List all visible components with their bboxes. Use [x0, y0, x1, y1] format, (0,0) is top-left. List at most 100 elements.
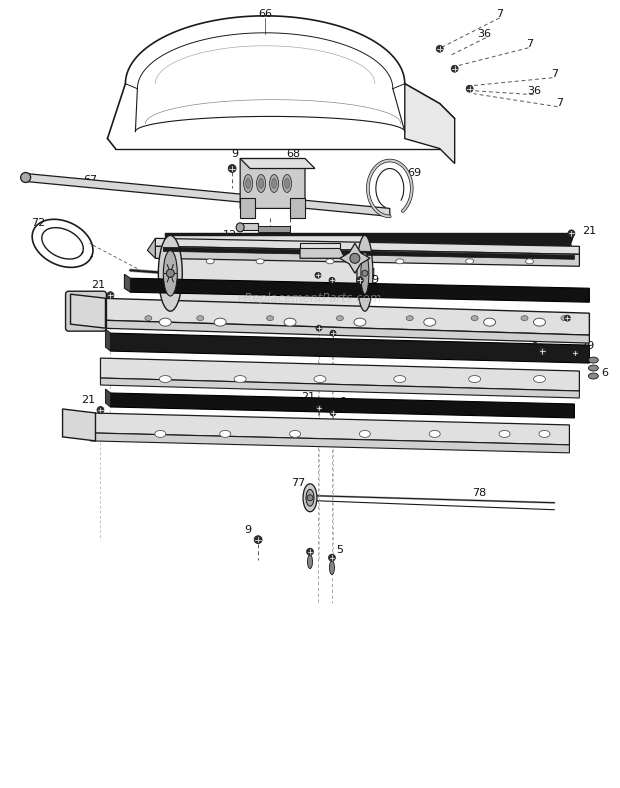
Ellipse shape [285, 179, 290, 188]
Circle shape [228, 165, 236, 173]
Ellipse shape [361, 252, 369, 294]
Circle shape [539, 348, 546, 355]
Polygon shape [240, 223, 258, 230]
Polygon shape [91, 433, 569, 453]
Ellipse shape [314, 376, 326, 382]
Polygon shape [130, 278, 590, 303]
Ellipse shape [471, 316, 478, 321]
Ellipse shape [396, 258, 404, 264]
Text: 9: 9 [339, 264, 345, 274]
Text: 7: 7 [551, 69, 558, 79]
Text: 21: 21 [81, 395, 95, 405]
Polygon shape [290, 199, 305, 218]
Text: 21: 21 [582, 226, 596, 236]
Ellipse shape [469, 376, 481, 382]
Polygon shape [110, 333, 590, 363]
Circle shape [107, 292, 114, 299]
Ellipse shape [197, 316, 204, 321]
Ellipse shape [588, 357, 598, 363]
Polygon shape [405, 84, 454, 164]
Polygon shape [170, 236, 365, 311]
Circle shape [572, 350, 578, 356]
Ellipse shape [206, 258, 215, 264]
Ellipse shape [306, 489, 314, 506]
Polygon shape [340, 243, 370, 273]
Polygon shape [105, 329, 110, 351]
Ellipse shape [303, 484, 317, 511]
Ellipse shape [159, 376, 171, 382]
Ellipse shape [337, 316, 343, 321]
Ellipse shape [270, 174, 278, 192]
Circle shape [97, 407, 104, 414]
Polygon shape [300, 248, 345, 258]
Polygon shape [82, 292, 100, 328]
Ellipse shape [234, 376, 246, 382]
Polygon shape [240, 158, 315, 169]
Text: 7: 7 [496, 9, 503, 19]
Ellipse shape [244, 174, 252, 192]
Ellipse shape [521, 316, 528, 321]
Text: 9: 9 [371, 275, 378, 285]
Text: 68: 68 [286, 149, 300, 158]
Ellipse shape [357, 236, 373, 311]
Ellipse shape [354, 318, 366, 326]
FancyBboxPatch shape [66, 292, 107, 331]
Text: 6: 6 [601, 368, 608, 378]
Polygon shape [148, 238, 156, 258]
Polygon shape [125, 274, 130, 292]
Ellipse shape [499, 430, 510, 437]
Polygon shape [300, 243, 340, 248]
Circle shape [307, 495, 313, 500]
Ellipse shape [158, 236, 182, 311]
Polygon shape [156, 247, 580, 266]
Ellipse shape [257, 174, 265, 192]
Polygon shape [258, 226, 290, 232]
Circle shape [306, 548, 314, 555]
Text: 5: 5 [337, 545, 343, 555]
Circle shape [329, 277, 335, 283]
Text: 72: 72 [32, 218, 46, 229]
Ellipse shape [290, 430, 301, 437]
Text: 9: 9 [232, 149, 239, 158]
Ellipse shape [163, 251, 177, 296]
Text: 75: 75 [68, 315, 82, 325]
Polygon shape [25, 173, 390, 217]
Ellipse shape [236, 223, 244, 232]
Text: 21: 21 [301, 392, 315, 402]
Text: 9: 9 [531, 335, 538, 345]
Text: eReplacementParts.com: eReplacementParts.com [238, 292, 382, 305]
Ellipse shape [429, 430, 440, 437]
Ellipse shape [259, 179, 263, 188]
Circle shape [362, 270, 368, 277]
Ellipse shape [588, 373, 598, 379]
Circle shape [451, 65, 458, 72]
Ellipse shape [533, 318, 546, 326]
Ellipse shape [145, 316, 152, 321]
Ellipse shape [406, 316, 414, 321]
Ellipse shape [423, 318, 436, 326]
Circle shape [330, 410, 336, 416]
Ellipse shape [284, 318, 296, 326]
Text: 12: 12 [223, 230, 237, 240]
Circle shape [564, 315, 570, 322]
Ellipse shape [326, 258, 334, 264]
Ellipse shape [215, 318, 226, 326]
Text: 21: 21 [301, 259, 315, 269]
Ellipse shape [159, 318, 171, 326]
Ellipse shape [484, 318, 495, 326]
Text: 78: 78 [472, 488, 487, 498]
Circle shape [254, 536, 262, 544]
Polygon shape [110, 393, 574, 418]
Text: 69: 69 [408, 169, 422, 179]
Text: 21: 21 [91, 281, 105, 290]
Ellipse shape [256, 258, 264, 264]
Circle shape [315, 273, 321, 278]
Polygon shape [91, 413, 569, 445]
Text: 74: 74 [161, 263, 175, 273]
Text: 66: 66 [258, 9, 272, 19]
Circle shape [166, 269, 174, 277]
Circle shape [436, 45, 443, 52]
Text: 36: 36 [477, 29, 492, 39]
Polygon shape [166, 233, 574, 247]
Text: 9: 9 [244, 525, 252, 535]
